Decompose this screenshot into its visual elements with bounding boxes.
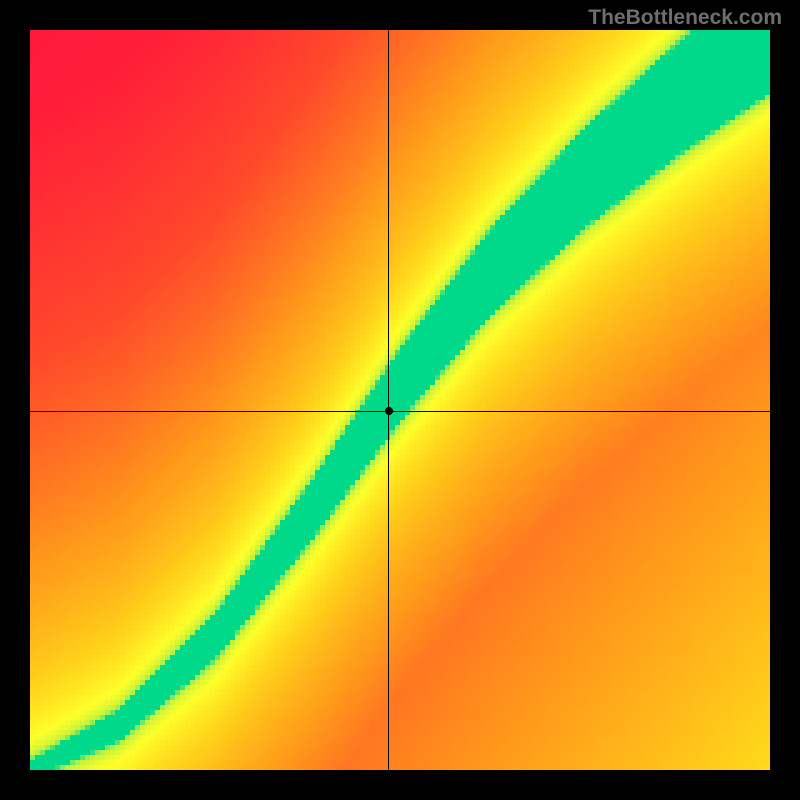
watermark-text: TheBottleneck.com xyxy=(588,6,782,30)
crosshair-marker xyxy=(385,407,393,415)
chart-container: TheBottleneck.com xyxy=(0,0,800,800)
crosshair-horizontal xyxy=(30,411,770,412)
heatmap-canvas xyxy=(30,30,770,770)
plot-frame xyxy=(30,30,770,770)
crosshair-vertical xyxy=(388,30,389,770)
